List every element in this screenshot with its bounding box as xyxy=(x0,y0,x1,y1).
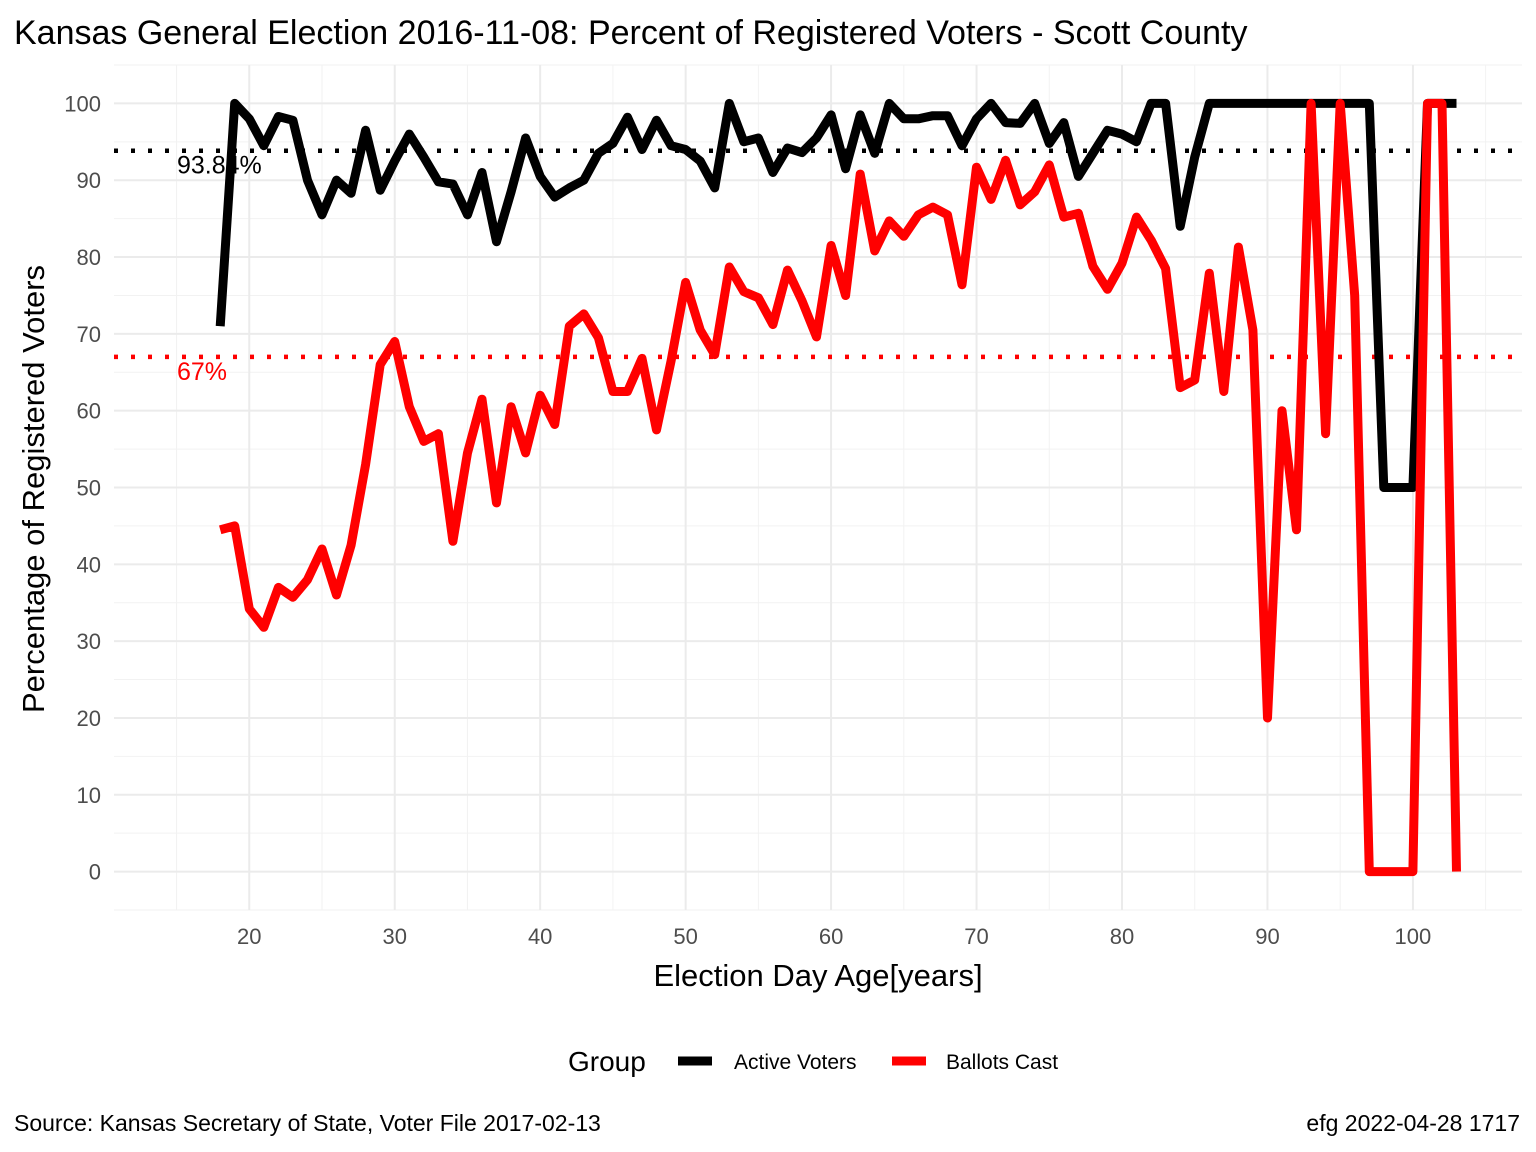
chart-title: Kansas General Election 2016-11-08: Perc… xyxy=(14,14,1248,52)
y-tick-label: 50 xyxy=(77,476,101,501)
y-tick-label: 70 xyxy=(77,322,101,347)
legend-label-ballots-cast: Ballots Cast xyxy=(946,1051,1058,1074)
x-tick-label: 100 xyxy=(1395,924,1432,949)
series-lines xyxy=(215,98,1461,877)
x-axis-ticks: 20 30 40 50 60 70 80 90 100 xyxy=(237,924,1431,949)
legend-label-active-voters: Active Voters xyxy=(734,1051,857,1074)
reference-label-active-voters: 93.84% xyxy=(177,152,262,180)
x-tick-label: 90 xyxy=(1255,924,1279,949)
x-tick-label: 20 xyxy=(237,924,261,949)
y-tick-label: 40 xyxy=(77,552,101,577)
y-axis-ticks: 0 10 20 30 40 50 60 70 80 90 100 xyxy=(64,91,101,884)
x-tick-label: 50 xyxy=(673,924,697,949)
series-line-ballots-cast xyxy=(219,98,1461,877)
reference-label-ballots-cast: 67% xyxy=(177,358,227,386)
source-caption: Source: Kansas Secretary of State, Voter… xyxy=(14,1110,601,1136)
series-line-active-voters xyxy=(215,98,1457,492)
credit-caption: efg 2022-04-28 1717 xyxy=(1306,1110,1520,1136)
x-tick-label: 30 xyxy=(382,924,406,949)
reference-labels: 93.84% 67% xyxy=(177,152,262,386)
y-tick-label: 60 xyxy=(77,399,101,424)
y-tick-label: 100 xyxy=(64,91,101,116)
y-tick-label: 90 xyxy=(77,168,101,193)
x-tick-label: 40 xyxy=(528,924,552,949)
y-tick-label: 80 xyxy=(77,245,101,270)
legend: Group Active Voters Ballots Cast xyxy=(568,1046,1058,1077)
legend-title: Group xyxy=(568,1046,646,1077)
x-tick-label: 80 xyxy=(1110,924,1134,949)
y-tick-label: 10 xyxy=(77,783,101,808)
y-tick-label: 20 xyxy=(77,706,101,731)
reference-lines xyxy=(114,148,1522,360)
y-tick-label: 0 xyxy=(89,860,101,885)
x-tick-label: 60 xyxy=(819,924,843,949)
y-tick-label: 30 xyxy=(77,629,101,654)
x-axis-title: Election Day Age[years] xyxy=(653,958,982,993)
x-tick-label: 70 xyxy=(964,924,988,949)
y-axis-title: Percentage of Registered Voters xyxy=(16,265,51,713)
grid-minor xyxy=(114,64,1522,911)
